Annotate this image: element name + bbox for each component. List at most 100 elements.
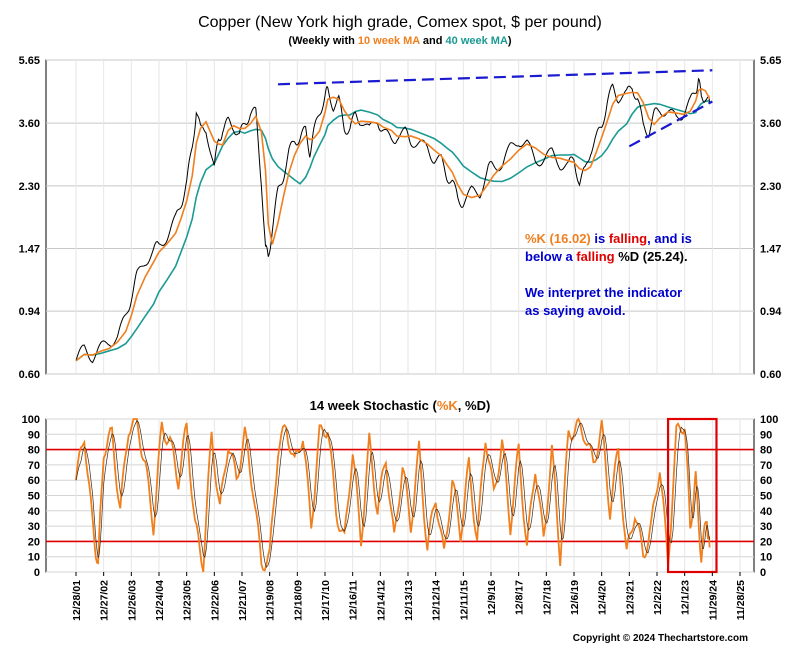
x-tick-label: 12/24/04 — [154, 580, 166, 621]
x-tick-label: 12/12/14 — [431, 580, 443, 621]
x-tick-label: 12/22/06 — [209, 580, 221, 621]
x-tick-label: 12/26/03 — [126, 580, 138, 621]
stoch-title: 14 week Stochastic (%K, %D) — [310, 398, 491, 413]
annotation-line-1: %K (16.02) is falling, and is — [525, 231, 692, 246]
stoch-y-tick-label: 60 — [760, 475, 772, 487]
subtitle-prefix: (Weekly with — [288, 35, 357, 47]
subtitle-mid: and — [420, 35, 446, 47]
stoch-y-tick-label: 70 — [28, 460, 40, 472]
stoch-y-tick-label: 10 — [760, 552, 772, 564]
stoch-y-tick-label: 90 — [28, 429, 40, 441]
price-y-tick-label: 0.60 — [19, 369, 40, 381]
price-y-tick-label: 2.30 — [760, 181, 781, 193]
price-y-tick-label: 0.94 — [19, 306, 41, 318]
price-y-tick-label: 1.47 — [19, 244, 40, 256]
stoch-title-mid: , %D — [458, 398, 486, 413]
x-tick-label: 11/28/25 — [735, 580, 747, 620]
stoch-gridlines — [46, 418, 754, 573]
annotation-below: below a — [525, 249, 576, 264]
ma10-line — [75, 87, 711, 362]
price-y-tick-label: 1.47 — [760, 244, 781, 256]
annotation-k-value: %K (16.02) — [525, 231, 591, 246]
stoch-y-tick-label: 10 — [28, 552, 40, 564]
x-tick-label: 12/4/20 — [597, 580, 609, 615]
stoch-highlight-box — [666, 417, 718, 574]
stoch-y-tick-label: 50 — [28, 491, 40, 503]
stoch-y-tick-label: 60 — [28, 475, 40, 487]
x-tick-label: 12/2/22 — [652, 580, 664, 615]
x-tick-label: 12/11/15 — [458, 580, 470, 620]
x-tick-label: 12/8/17 — [514, 580, 526, 615]
annotation-line-3: We interpret the indicator — [525, 285, 682, 300]
stoch-title-prefix: 14 week Stochastic ( — [310, 398, 438, 413]
x-tick-label: 12/13/13 — [403, 580, 415, 621]
x-tick-label: 12/18/09 — [292, 580, 304, 621]
copyright: Copyright © 2024 Thechartstore.com — [573, 633, 748, 644]
x-tick-label: 12/9/16 — [486, 580, 498, 615]
x-tick-label: 12/19/08 — [265, 580, 277, 621]
stoch-y-tick-label: 90 — [760, 429, 772, 441]
price-gridlines — [46, 59, 754, 375]
x-tick-label: 12/21/07 — [237, 580, 249, 621]
chart-title: Copper (New York high grade, Comex spot,… — [198, 14, 602, 31]
stoch-y-axis-right: 0 10 20 30 40 50 60 70 80 90 100 — [760, 414, 778, 579]
stoch-title-k: %K — [437, 398, 459, 413]
stoch-title-suffix: ) — [486, 398, 490, 413]
stoch-y-tick-label: 100 — [760, 414, 778, 426]
price-plot-area — [75, 69, 713, 364]
stoch-y-tick-label: 0 — [760, 567, 766, 579]
stoch-y-tick-label: 80 — [760, 445, 772, 457]
annotation-falling-1: falling — [609, 231, 647, 246]
price-y-tick-label: 0.94 — [760, 306, 782, 318]
subtitle-ma40: 40 week MA — [446, 35, 508, 47]
stoch-y-tick-label: 30 — [760, 521, 772, 533]
price-y-tick-label: 2.30 — [19, 181, 40, 193]
trendline — [628, 100, 713, 148]
x-tick-label: 12/16/11 — [348, 580, 360, 620]
x-tick-label: 12/23/05 — [182, 580, 194, 621]
trendline — [277, 69, 713, 86]
price-y-tick-label: 3.60 — [19, 118, 40, 130]
annotation-and-is: , and is — [647, 231, 692, 246]
stoch-y-tick-label: 50 — [760, 491, 772, 503]
price-y-tick-label: 0.60 — [760, 369, 781, 381]
stoch-d-line — [75, 419, 710, 569]
price-y-tick-label: 5.65 — [19, 55, 40, 67]
annotation-d-value: %D (25.24). — [615, 249, 688, 264]
stoch-y-tick-label: 70 — [760, 460, 772, 472]
annotation-line-4: as saying avoid. — [525, 303, 625, 318]
price-panel-frame — [45, 59, 755, 375]
stoch-y-axis-left: 0 10 20 30 40 50 60 70 80 90 100 — [22, 414, 40, 579]
stoch-k-line — [75, 417, 711, 573]
price-y-axis-right: 0.60 0.94 1.47 2.30 3.60 5.65 — [760, 55, 782, 381]
x-tick-label: 12/3/21 — [624, 580, 636, 615]
stoch-plot-area — [46, 417, 754, 574]
subtitle-suffix: ) — [508, 35, 512, 47]
ma40-line — [75, 100, 710, 362]
stoch-y-tick-label: 0 — [34, 567, 40, 579]
chart-subtitle: (Weekly with 10 week MA and 40 week MA) — [288, 35, 512, 47]
price-y-tick-label: 3.60 — [760, 118, 781, 130]
stoch-y-tick-label: 100 — [22, 414, 40, 426]
annotation-is: is — [591, 231, 609, 246]
x-tick-label: 12/7/18 — [541, 580, 553, 615]
x-tick-label: 12/6/19 — [569, 580, 581, 615]
x-tick-label: 11/29/24 — [707, 580, 719, 620]
annotation-falling-2: falling — [576, 249, 614, 264]
price-y-tick-label: 5.65 — [760, 55, 781, 67]
x-tick-label: 12/27/02 — [99, 580, 111, 621]
stoch-y-tick-label: 20 — [760, 536, 772, 548]
stoch-y-tick-label: 20 — [28, 536, 40, 548]
stoch-y-tick-label: 40 — [760, 506, 772, 518]
price-y-axis-left: 0.60 0.94 1.47 2.30 3.60 5.65 — [19, 55, 41, 381]
x-tick-label: 12/28/01 — [71, 580, 83, 621]
stoch-y-tick-label: 30 — [28, 521, 40, 533]
x-tick-label: 12/17/10 — [320, 580, 332, 621]
x-axis-labels: 12/28/01 12/27/02 12/26/03 12/24/04 12/23/05… — [71, 572, 747, 621]
stoch-y-tick-label: 40 — [28, 506, 40, 518]
subtitle-ma10: 10 week MA — [358, 35, 420, 47]
x-tick-label: 12/14/12 — [375, 580, 387, 621]
x-tick-label: 12/1/23 — [680, 580, 692, 615]
stoch-y-tick-label: 80 — [28, 445, 40, 457]
